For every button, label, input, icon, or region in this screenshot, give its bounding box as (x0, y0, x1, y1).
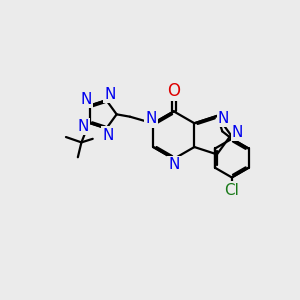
Text: N: N (104, 87, 116, 102)
Text: Cl: Cl (224, 183, 239, 198)
Text: N: N (102, 128, 113, 142)
Text: N: N (80, 92, 92, 107)
Text: N: N (232, 125, 243, 140)
Text: O: O (167, 82, 180, 100)
Text: N: N (218, 111, 229, 126)
Text: N: N (168, 157, 179, 172)
Text: N: N (145, 111, 157, 126)
Text: N: N (77, 119, 89, 134)
